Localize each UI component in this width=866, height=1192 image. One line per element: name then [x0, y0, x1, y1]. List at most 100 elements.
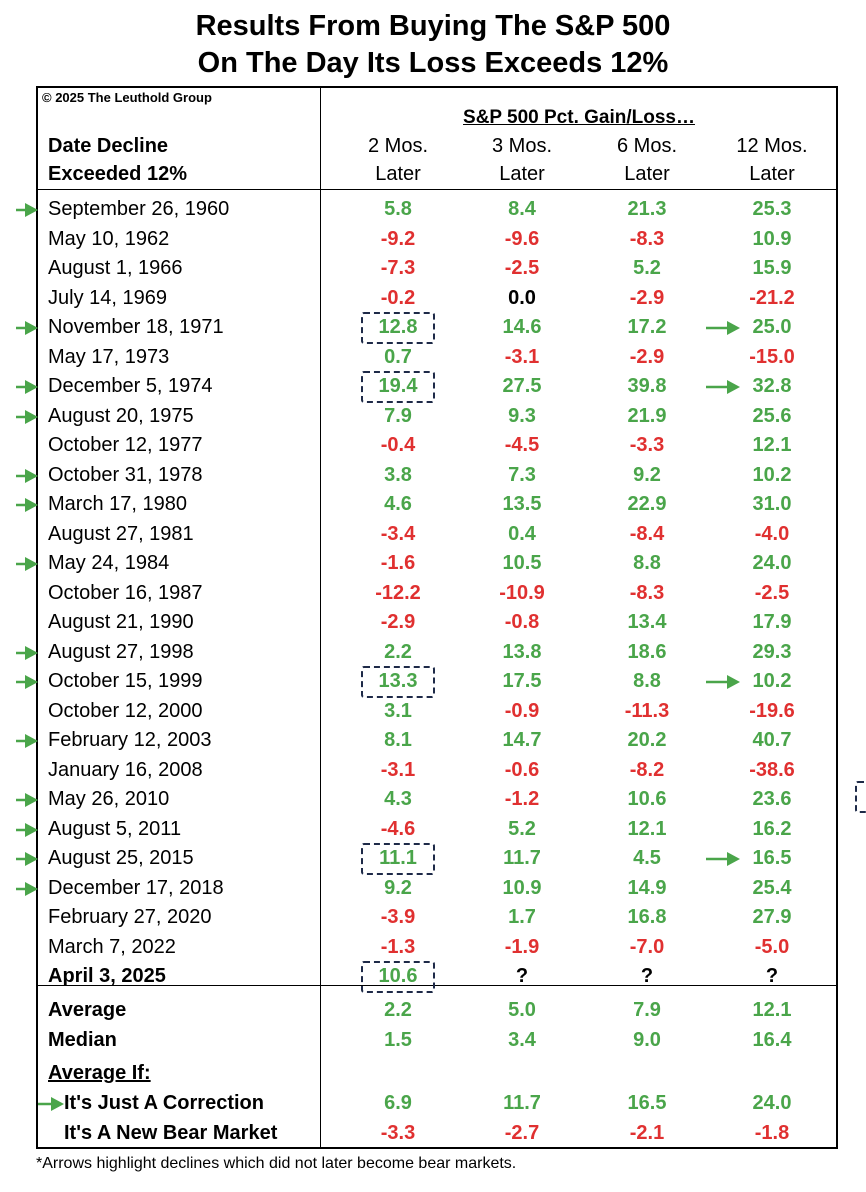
row-value: -1.8: [754, 1121, 790, 1144]
row-value: 10.9: [502, 876, 542, 899]
arrow-icon: [706, 379, 740, 395]
row-value: 14.9: [627, 876, 667, 899]
row-value: 16.2: [752, 817, 792, 840]
row-value: -21.2: [749, 286, 795, 309]
row-value: 14.6: [502, 316, 542, 338]
row-value: 5.2: [633, 257, 661, 279]
title-line-2: On The Day Its Loss Exceeds 12%: [197, 47, 669, 79]
row-value: 25.3: [752, 198, 792, 220]
table-row: February 27, 2020 -3.9 1.7 16.8 27.9: [38, 903, 836, 933]
row-value: 2.2: [384, 999, 412, 1021]
row-value: 27.9: [752, 906, 792, 928]
row-date: February 27, 2020: [48, 906, 212, 928]
row-value: -10.9: [499, 581, 545, 604]
row-value: -9.6: [504, 227, 540, 250]
table-row: October 12, 1977 -0.4 -4.5 -3.3 12.1: [38, 431, 836, 461]
row-value: 10.2: [752, 463, 792, 486]
row-value: 6.9: [384, 1092, 412, 1114]
row-value: 25.0: [752, 316, 792, 338]
row-value: -11.3: [624, 699, 670, 722]
row-value: ?: [640, 965, 654, 987]
row-value: 4.6: [384, 493, 412, 515]
row-value: 13.3: [378, 670, 418, 692]
row-value: -8.3: [629, 581, 665, 604]
row-value: 12.8: [378, 316, 418, 338]
row-value: ?: [765, 965, 779, 987]
row-value: 8.8: [633, 670, 661, 692]
results-table: © 2025 The Leuthold Group S&P 500 Pct. G…: [16, 86, 838, 1149]
table-row: December 5, 1974 19.4 27.5 39.8 32.8: [16, 371, 836, 403]
row-value: -1.6: [380, 552, 416, 574]
row-value: 18.6: [627, 640, 667, 663]
table-row: January 16, 2008 -3.1 -0.6 -8.2 -38.6: [38, 756, 836, 786]
row-value: 3.4: [508, 1028, 536, 1051]
row-value: 20.2: [627, 729, 667, 751]
row-date: August 27, 1998: [48, 640, 194, 663]
row-value: -1.3: [380, 935, 416, 958]
table-row: August 20, 1975 7.9 9.3 21.9 25.6: [16, 402, 836, 432]
row-date: March 17, 1980: [48, 493, 187, 515]
row-date: October 12, 2000: [48, 699, 203, 722]
row-value: 25.4: [752, 876, 792, 899]
row-value: 22.9: [627, 493, 667, 515]
row-date: October 15, 1999: [48, 670, 203, 692]
row-value: 40.7: [752, 729, 792, 751]
row-value: 24.0: [752, 1092, 792, 1114]
row-value: -3.1: [380, 758, 416, 781]
row-value: 21.3: [627, 198, 667, 220]
row-date: December 17, 2018: [48, 876, 224, 899]
row-date: August 20, 1975: [48, 404, 194, 427]
arrow-icon: [16, 556, 38, 572]
row-value: -7.3: [380, 257, 416, 279]
row-date: October 12, 1977: [48, 434, 203, 456]
row-value: -2.9: [629, 286, 665, 309]
highlight-box: [361, 843, 435, 875]
row-date: April 3, 2025: [48, 965, 166, 987]
row-date: August 5, 2011: [48, 817, 182, 840]
row-date: September 26, 1960: [48, 198, 230, 220]
row-date: July 14, 1969: [48, 286, 167, 309]
column-header: 6 Mos. Later: [616, 135, 678, 185]
table-row: August 27, 1998 2.2 13.8 18.6 29.3: [16, 638, 836, 668]
row-value: 17.2: [627, 316, 667, 338]
table-row: May 24, 1984 -1.6 10.5 8.8 24.0: [16, 549, 836, 579]
arrow-icon: [16, 468, 38, 484]
row-value: -0.2: [380, 286, 416, 309]
row-value: 10.6: [378, 965, 418, 987]
row-date: May 10, 1962: [48, 227, 170, 250]
row-value: 13.4: [627, 611, 667, 633]
row-value: -9.2: [380, 227, 416, 250]
row-value: 39.8: [627, 375, 667, 397]
scenario-row: It's Just A Correction 6.9 11.7 16.5 24.0: [38, 1089, 836, 1119]
row-value: 0.0: [508, 286, 536, 309]
table-row: October 15, 1999 13.3 17.5 8.8 10.2: [16, 666, 836, 698]
summary-row: Average 2.2 5.0 7.9 12.1: [38, 996, 836, 1026]
row-value: 17.5: [502, 670, 542, 692]
row-value: 4.5: [633, 847, 661, 869]
scenario-label: It's Just A Correction: [64, 1092, 264, 1114]
arrow-icon: [16, 851, 38, 867]
row-value: 10.6: [627, 788, 667, 810]
row-value: -19.6: [749, 699, 795, 722]
row-value: 1.5: [384, 1028, 412, 1051]
table-row: May 10, 1962 -9.2 -9.6 -8.3 10.9: [38, 225, 836, 255]
row-date: January 16, 2008: [48, 758, 203, 781]
row-value: 16.5: [752, 847, 792, 869]
table-row: August 27, 1981 -3.4 0.4 -8.4 -4.0: [38, 520, 836, 550]
average-if-row: Average If:: [38, 1059, 836, 1089]
row-value: -0.8: [504, 611, 540, 633]
copyright: © 2025 The Leuthold Group: [42, 90, 212, 105]
footnote: *Arrows highlight declines which did not…: [36, 1155, 517, 1172]
summary-label: Median: [48, 1028, 117, 1051]
table-row: August 21, 1990 -2.9 -0.8 13.4 17.9: [38, 608, 836, 638]
table-row: September 26, 1960 5.8 8.4 21.3 25.3: [16, 195, 836, 225]
row-value: 5.8: [384, 198, 412, 220]
summary-row: Median 1.5 3.4 9.0 16.4: [38, 1026, 836, 1056]
table-row: May 26, 2010 4.3 -1.2 10.6 23.6: [16, 785, 836, 815]
column-header: 12 Mos. Later: [736, 135, 808, 185]
row-value: -15.0: [749, 345, 795, 368]
arrow-icon: [16, 497, 38, 513]
row-value: -2.5: [504, 257, 540, 279]
arrow-icon: [16, 792, 38, 808]
row-value: -5.0: [754, 935, 790, 958]
